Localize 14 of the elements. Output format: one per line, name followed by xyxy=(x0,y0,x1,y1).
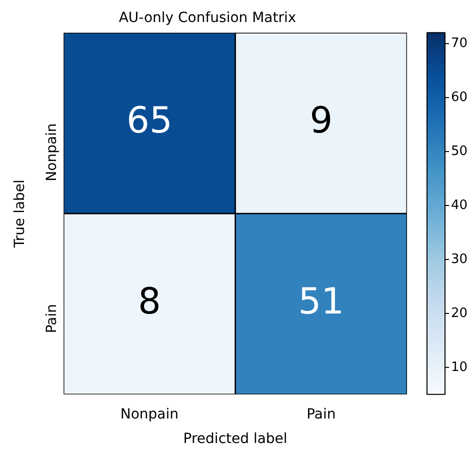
color-bar-label: 10 xyxy=(451,360,468,375)
data-label: 8 xyxy=(138,281,161,322)
x-axis-title: Predicted label xyxy=(183,431,288,448)
data-label: 65 xyxy=(126,100,172,142)
color-bar-label: 30 xyxy=(451,252,468,267)
data-label: 9 xyxy=(310,100,333,142)
y-axis-title: True label xyxy=(12,180,28,249)
color-bar-label: 20 xyxy=(451,306,468,321)
color-bar-label: 60 xyxy=(451,90,468,105)
color-bar-label: 40 xyxy=(451,198,468,213)
color-bar-label: 50 xyxy=(451,144,468,159)
chart-title: AU-only Confusion Matrix xyxy=(118,10,296,26)
data-label: 51 xyxy=(298,281,344,322)
color-bar-label: 70 xyxy=(451,36,468,51)
